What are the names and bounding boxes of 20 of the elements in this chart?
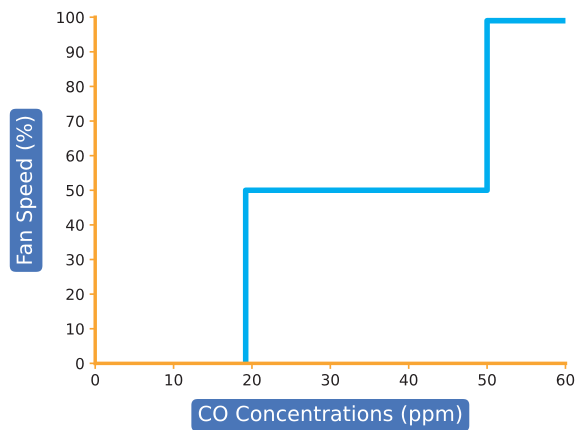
x-tick-label: 50 <box>478 374 496 386</box>
y-tick-label: 50 <box>66 184 84 196</box>
y-tick-label: 90 <box>66 46 84 58</box>
x-tick-label: 10 <box>166 374 182 386</box>
y-tick-label: 60 <box>66 150 84 162</box>
x-axis-title: CO Concentrations (ppm) <box>198 405 462 426</box>
y-tick-label: 20 <box>66 288 84 300</box>
x-tick-label: 20 <box>243 374 261 386</box>
y-tick-label: 10 <box>67 323 84 335</box>
y-tick-label: 0 <box>76 358 84 370</box>
x-tick-label: 30 <box>322 374 340 386</box>
y-axis-title: Fan Speed (%) <box>16 116 36 264</box>
y-tick-label: 70 <box>66 116 84 128</box>
x-tick-label: 0 <box>91 374 100 386</box>
y-tick-label: 40 <box>66 219 84 231</box>
y-tick-label: 30 <box>66 254 84 266</box>
x-tick-label: 40 <box>400 374 418 386</box>
y-tick-label: 100 <box>57 12 84 24</box>
x-tick-label: 60 <box>556 374 574 386</box>
y-tick-label: 80 <box>66 80 84 92</box>
